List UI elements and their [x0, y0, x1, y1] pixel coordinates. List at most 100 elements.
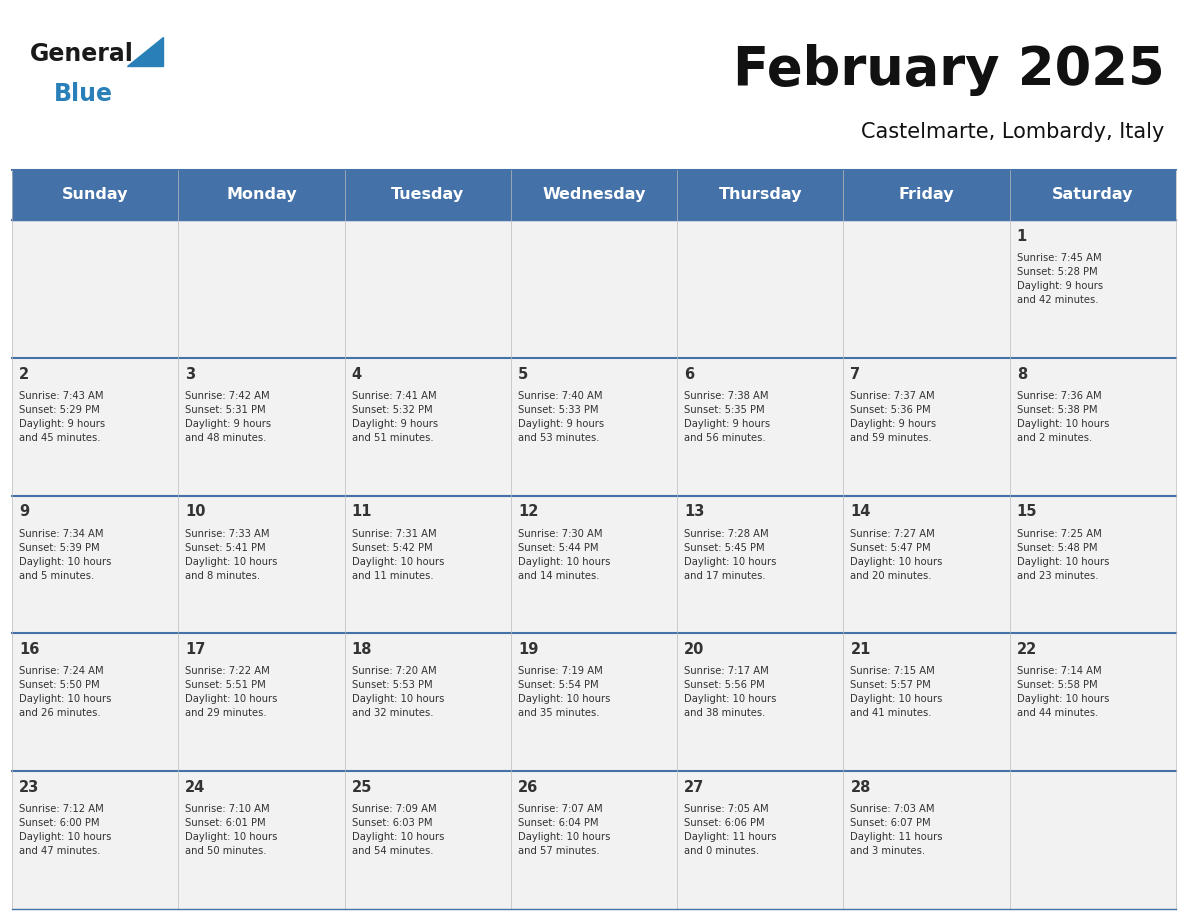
Text: Sunrise: 7:25 AM
Sunset: 5:48 PM
Daylight: 10 hours
and 23 minutes.: Sunrise: 7:25 AM Sunset: 5:48 PM Dayligh… [1017, 529, 1110, 580]
Text: Tuesday: Tuesday [391, 187, 465, 203]
Text: 19: 19 [518, 643, 538, 657]
Bar [1010, 496, 1176, 633]
Text: 9: 9 [19, 505, 29, 520]
Text: 27: 27 [684, 780, 704, 795]
Text: 16: 16 [19, 643, 39, 657]
Bar [1010, 633, 1176, 771]
Bar [178, 170, 345, 220]
Text: 3: 3 [185, 366, 195, 382]
Text: Sunrise: 7:43 AM
Sunset: 5:29 PM
Daylight: 9 hours
and 45 minutes.: Sunrise: 7:43 AM Sunset: 5:29 PM Dayligh… [19, 391, 105, 442]
Text: Sunday: Sunday [62, 187, 128, 203]
Text: Sunrise: 7:15 AM
Sunset: 5:57 PM
Daylight: 10 hours
and 41 minutes.: Sunrise: 7:15 AM Sunset: 5:57 PM Dayligh… [851, 666, 943, 718]
Bar [178, 358, 345, 496]
Text: Blue: Blue [53, 82, 113, 106]
Text: 23: 23 [19, 780, 39, 795]
Polygon shape [127, 37, 163, 66]
Bar [12, 170, 178, 220]
Bar [511, 170, 677, 220]
Bar [12, 633, 178, 771]
Bar [843, 771, 1010, 909]
Text: Sunrise: 7:42 AM
Sunset: 5:31 PM
Daylight: 9 hours
and 48 minutes.: Sunrise: 7:42 AM Sunset: 5:31 PM Dayligh… [185, 391, 271, 442]
Text: Sunrise: 7:40 AM
Sunset: 5:33 PM
Daylight: 9 hours
and 53 minutes.: Sunrise: 7:40 AM Sunset: 5:33 PM Dayligh… [518, 391, 604, 442]
Text: Sunrise: 7:34 AM
Sunset: 5:39 PM
Daylight: 10 hours
and 5 minutes.: Sunrise: 7:34 AM Sunset: 5:39 PM Dayligh… [19, 529, 112, 580]
Bar [178, 633, 345, 771]
Bar [677, 358, 843, 496]
Bar [345, 496, 511, 633]
Bar [511, 771, 677, 909]
Bar [1010, 771, 1176, 909]
Text: Sunrise: 7:30 AM
Sunset: 5:44 PM
Daylight: 10 hours
and 14 minutes.: Sunrise: 7:30 AM Sunset: 5:44 PM Dayligh… [518, 529, 611, 580]
Text: Wednesday: Wednesday [542, 187, 646, 203]
Text: Sunrise: 7:37 AM
Sunset: 5:36 PM
Daylight: 9 hours
and 59 minutes.: Sunrise: 7:37 AM Sunset: 5:36 PM Dayligh… [851, 391, 936, 442]
Bar [677, 220, 843, 358]
Text: 4: 4 [352, 366, 361, 382]
Text: Sunrise: 7:45 AM
Sunset: 5:28 PM
Daylight: 9 hours
and 42 minutes.: Sunrise: 7:45 AM Sunset: 5:28 PM Dayligh… [1017, 253, 1102, 305]
Text: 26: 26 [518, 780, 538, 795]
Text: February 2025: February 2025 [733, 43, 1164, 95]
Text: Sunrise: 7:12 AM
Sunset: 6:00 PM
Daylight: 10 hours
and 47 minutes.: Sunrise: 7:12 AM Sunset: 6:00 PM Dayligh… [19, 804, 112, 856]
Text: 5: 5 [518, 366, 529, 382]
Text: 6: 6 [684, 366, 694, 382]
Bar [843, 170, 1010, 220]
Bar [677, 633, 843, 771]
Text: Castelmarte, Lombardy, Italy: Castelmarte, Lombardy, Italy [861, 121, 1164, 141]
Text: 17: 17 [185, 643, 206, 657]
Text: Sunrise: 7:22 AM
Sunset: 5:51 PM
Daylight: 10 hours
and 29 minutes.: Sunrise: 7:22 AM Sunset: 5:51 PM Dayligh… [185, 666, 278, 718]
Text: Sunrise: 7:41 AM
Sunset: 5:32 PM
Daylight: 9 hours
and 51 minutes.: Sunrise: 7:41 AM Sunset: 5:32 PM Dayligh… [352, 391, 437, 442]
Text: 21: 21 [851, 643, 871, 657]
Bar [1010, 220, 1176, 358]
Bar [345, 358, 511, 496]
Text: 2: 2 [19, 366, 29, 382]
Text: 1: 1 [1017, 229, 1028, 244]
Text: Monday: Monday [226, 187, 297, 203]
Text: Sunrise: 7:05 AM
Sunset: 6:06 PM
Daylight: 11 hours
and 0 minutes.: Sunrise: 7:05 AM Sunset: 6:06 PM Dayligh… [684, 804, 777, 856]
Text: 28: 28 [851, 780, 871, 795]
Bar [178, 220, 345, 358]
Bar [345, 220, 511, 358]
Bar [843, 358, 1010, 496]
Text: Sunrise: 7:14 AM
Sunset: 5:58 PM
Daylight: 10 hours
and 44 minutes.: Sunrise: 7:14 AM Sunset: 5:58 PM Dayligh… [1017, 666, 1110, 718]
Text: General: General [30, 42, 134, 66]
Bar [677, 771, 843, 909]
Text: Saturday: Saturday [1053, 187, 1133, 203]
Text: Friday: Friday [899, 187, 954, 203]
Bar [511, 358, 677, 496]
Bar [12, 771, 178, 909]
Text: 13: 13 [684, 505, 704, 520]
Bar [677, 170, 843, 220]
Bar [12, 496, 178, 633]
Bar [843, 496, 1010, 633]
Text: Sunrise: 7:36 AM
Sunset: 5:38 PM
Daylight: 10 hours
and 2 minutes.: Sunrise: 7:36 AM Sunset: 5:38 PM Dayligh… [1017, 391, 1110, 442]
Text: 20: 20 [684, 643, 704, 657]
Text: Sunrise: 7:07 AM
Sunset: 6:04 PM
Daylight: 10 hours
and 57 minutes.: Sunrise: 7:07 AM Sunset: 6:04 PM Dayligh… [518, 804, 611, 856]
Text: Sunrise: 7:38 AM
Sunset: 5:35 PM
Daylight: 9 hours
and 56 minutes.: Sunrise: 7:38 AM Sunset: 5:35 PM Dayligh… [684, 391, 770, 442]
Bar [345, 633, 511, 771]
Text: 12: 12 [518, 505, 538, 520]
Text: 8: 8 [1017, 366, 1028, 382]
Text: Sunrise: 7:31 AM
Sunset: 5:42 PM
Daylight: 10 hours
and 11 minutes.: Sunrise: 7:31 AM Sunset: 5:42 PM Dayligh… [352, 529, 444, 580]
Text: Sunrise: 7:19 AM
Sunset: 5:54 PM
Daylight: 10 hours
and 35 minutes.: Sunrise: 7:19 AM Sunset: 5:54 PM Dayligh… [518, 666, 611, 718]
Bar [345, 170, 511, 220]
Text: Sunrise: 7:10 AM
Sunset: 6:01 PM
Daylight: 10 hours
and 50 minutes.: Sunrise: 7:10 AM Sunset: 6:01 PM Dayligh… [185, 804, 278, 856]
Text: Sunrise: 7:20 AM
Sunset: 5:53 PM
Daylight: 10 hours
and 32 minutes.: Sunrise: 7:20 AM Sunset: 5:53 PM Dayligh… [352, 666, 444, 718]
Bar [12, 358, 178, 496]
Bar [345, 771, 511, 909]
Bar [511, 496, 677, 633]
Bar [511, 220, 677, 358]
Text: Sunrise: 7:17 AM
Sunset: 5:56 PM
Daylight: 10 hours
and 38 minutes.: Sunrise: 7:17 AM Sunset: 5:56 PM Dayligh… [684, 666, 777, 718]
Bar [1010, 170, 1176, 220]
Text: Thursday: Thursday [719, 187, 802, 203]
Text: Sunrise: 7:09 AM
Sunset: 6:03 PM
Daylight: 10 hours
and 54 minutes.: Sunrise: 7:09 AM Sunset: 6:03 PM Dayligh… [352, 804, 444, 856]
Bar [843, 220, 1010, 358]
Text: 22: 22 [1017, 643, 1037, 657]
Text: 11: 11 [352, 505, 372, 520]
Text: Sunrise: 7:33 AM
Sunset: 5:41 PM
Daylight: 10 hours
and 8 minutes.: Sunrise: 7:33 AM Sunset: 5:41 PM Dayligh… [185, 529, 278, 580]
Bar [178, 496, 345, 633]
Text: Sunrise: 7:28 AM
Sunset: 5:45 PM
Daylight: 10 hours
and 17 minutes.: Sunrise: 7:28 AM Sunset: 5:45 PM Dayligh… [684, 529, 777, 580]
Bar [178, 771, 345, 909]
Text: Sunrise: 7:27 AM
Sunset: 5:47 PM
Daylight: 10 hours
and 20 minutes.: Sunrise: 7:27 AM Sunset: 5:47 PM Dayligh… [851, 529, 943, 580]
Text: 15: 15 [1017, 505, 1037, 520]
Bar [511, 633, 677, 771]
Text: Sunrise: 7:24 AM
Sunset: 5:50 PM
Daylight: 10 hours
and 26 minutes.: Sunrise: 7:24 AM Sunset: 5:50 PM Dayligh… [19, 666, 112, 718]
Text: Sunrise: 7:03 AM
Sunset: 6:07 PM
Daylight: 11 hours
and 3 minutes.: Sunrise: 7:03 AM Sunset: 6:07 PM Dayligh… [851, 804, 943, 856]
